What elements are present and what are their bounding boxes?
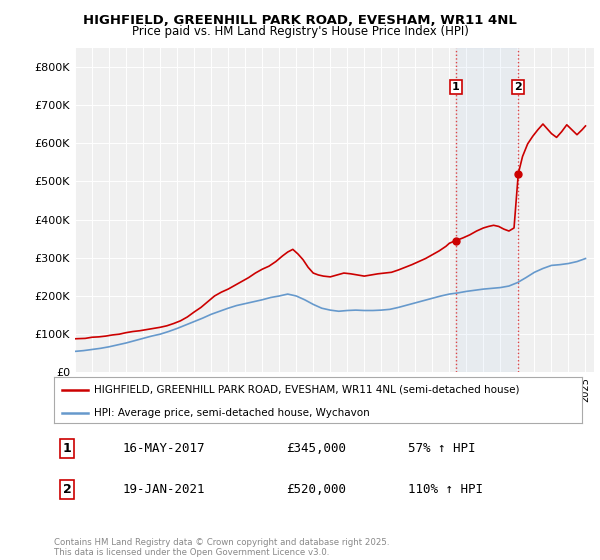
Text: 2: 2 [63,483,71,496]
Text: 110% ↑ HPI: 110% ↑ HPI [408,483,483,496]
Text: Price paid vs. HM Land Registry's House Price Index (HPI): Price paid vs. HM Land Registry's House … [131,25,469,38]
Text: £345,000: £345,000 [286,442,346,455]
Text: 19-JAN-2021: 19-JAN-2021 [122,483,205,496]
Text: HIGHFIELD, GREENHILL PARK ROAD, EVESHAM, WR11 4NL: HIGHFIELD, GREENHILL PARK ROAD, EVESHAM,… [83,14,517,27]
Text: £520,000: £520,000 [286,483,346,496]
Text: 16-MAY-2017: 16-MAY-2017 [122,442,205,455]
Bar [456,48,518,372]
Text: 1: 1 [63,442,71,455]
Text: 57% ↑ HPI: 57% ↑ HPI [408,442,475,455]
Text: HIGHFIELD, GREENHILL PARK ROAD, EVESHAM, WR11 4NL (semi-detached house): HIGHFIELD, GREENHILL PARK ROAD, EVESHAM,… [94,385,519,395]
Text: 2: 2 [514,82,522,92]
Text: HPI: Average price, semi-detached house, Wychavon: HPI: Average price, semi-detached house,… [94,408,370,418]
Text: 1: 1 [452,82,460,92]
Text: Contains HM Land Registry data © Crown copyright and database right 2025.
This d: Contains HM Land Registry data © Crown c… [54,538,389,557]
